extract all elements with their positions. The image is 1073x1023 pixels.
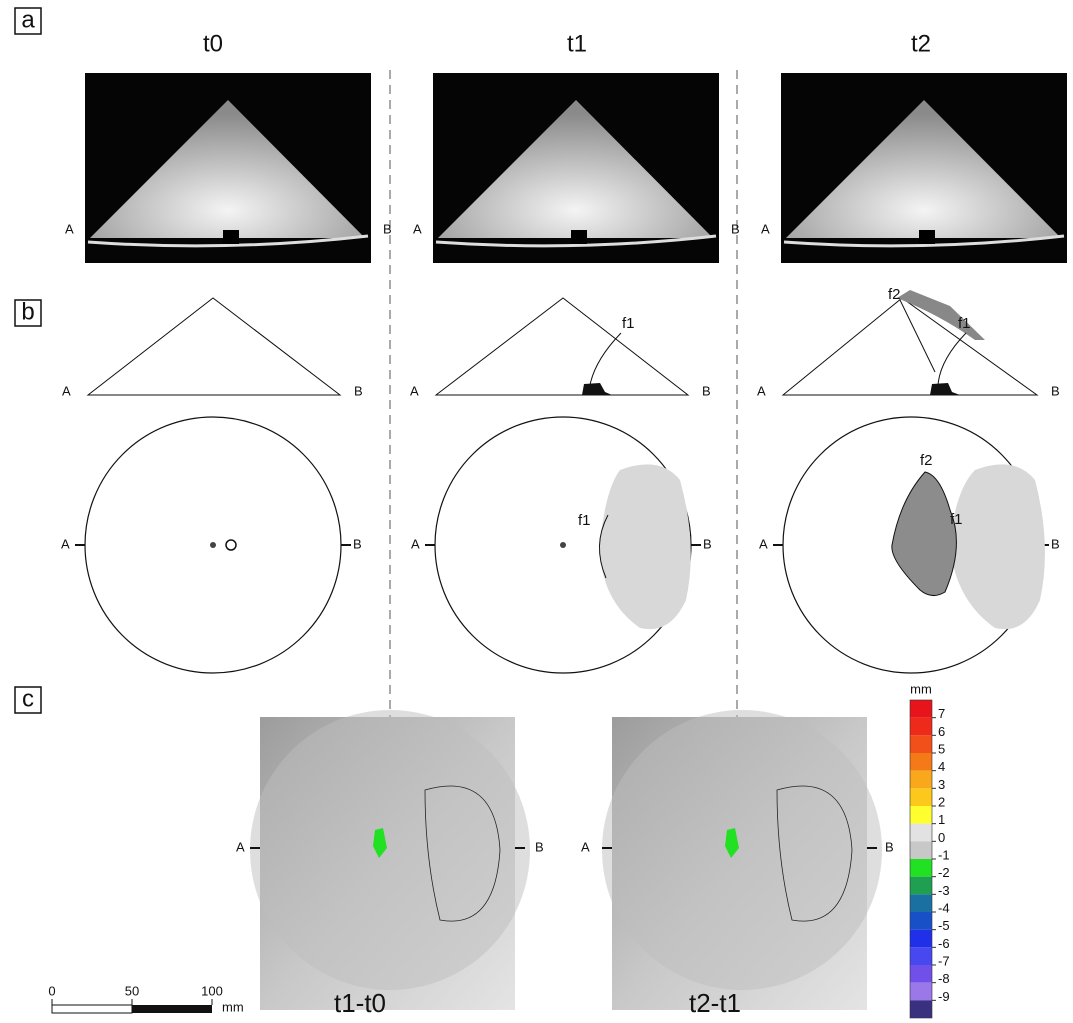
colorbar-tick-label: 1 (938, 812, 945, 827)
section-end: A (757, 383, 766, 398)
fault-label: f2 (920, 452, 933, 469)
colorbar-segment (910, 859, 932, 877)
scale-label: 50 (125, 983, 139, 998)
colorbar-segment (910, 735, 932, 753)
fault-label: f1 (950, 511, 963, 528)
photo-block (919, 230, 935, 244)
colorbar-tick-label: -7 (938, 953, 950, 968)
fault-label: f1 (958, 315, 971, 332)
colorbar-segment (910, 930, 932, 948)
section-end: B (383, 221, 392, 236)
colorbar-tick-label: -3 (938, 883, 950, 898)
section-end: B (703, 536, 712, 551)
panel-label: c (22, 685, 34, 712)
colorbar-segment (910, 771, 932, 789)
column-title: t2 (911, 30, 931, 57)
colorbar-tick-label: -1 (938, 847, 950, 862)
colorbar-tick-label: -6 (938, 936, 950, 951)
panel-label: a (21, 6, 35, 33)
section-end: B (885, 839, 894, 854)
fault-label: f1 (578, 512, 591, 529)
section-end: B (702, 383, 711, 398)
section-end: A (761, 221, 770, 236)
scale-unit: mm (222, 999, 244, 1014)
cross-section (436, 298, 688, 395)
column-title: t1 (567, 30, 587, 57)
colorbar-tick-label: 6 (938, 724, 945, 739)
section-end: B (731, 221, 740, 236)
scale-label: 100 (201, 983, 223, 998)
colorbar-tick-label: 5 (938, 741, 945, 756)
section-end: A (65, 221, 74, 236)
colorbar-tick-label: -9 (938, 989, 950, 1004)
scale-bar-light (52, 1005, 132, 1013)
colorbar-segment (910, 965, 932, 983)
fault-label: f1 (622, 315, 635, 332)
photo-block (223, 230, 239, 244)
difference-label: t1-t0 (334, 988, 386, 1018)
section-end: B (1051, 536, 1060, 551)
colorbar-segment (910, 700, 932, 718)
cross-section (783, 298, 1037, 395)
colorbar-tick-label: 2 (938, 794, 945, 809)
section-end: A (62, 383, 71, 398)
section-end: A (236, 839, 245, 854)
colorbar-tick-label: 0 (938, 830, 945, 845)
section-end: A (410, 383, 419, 398)
colorbar-segment (910, 824, 932, 842)
figure: a b c t0 A B A B A Bt1 A B A B A Bt2 A B A B A Bf1 f1 f2 f1 f2 f1 A… (0, 0, 1073, 1023)
panel-label: b (21, 298, 34, 325)
colorbar-tick-label: -8 (938, 971, 950, 986)
colorbar-tick-label: -5 (938, 918, 950, 933)
colorbar-segment (910, 894, 932, 912)
column-title: t0 (203, 30, 223, 57)
colorbar-unit: mm (910, 681, 932, 696)
scale-label: 0 (48, 983, 55, 998)
section-end: A (411, 536, 420, 551)
colorbar-tick-label: -2 (938, 865, 950, 880)
section-end: B (535, 839, 544, 854)
colorbar-segment (910, 912, 932, 930)
dem-pile (250, 710, 530, 990)
colorbar-segment (910, 788, 932, 806)
colorbar-tick-label: -4 (938, 900, 950, 915)
colorbar-segment (910, 841, 932, 859)
scale-bar-dark (132, 1005, 212, 1013)
colorbar-tick-label: 3 (938, 777, 945, 792)
colorbar-tick-label: 7 (938, 706, 945, 721)
section-end: A (581, 839, 590, 854)
colorbar-segment (910, 718, 932, 736)
colorbar-segment (910, 806, 932, 824)
apex-dot (560, 542, 566, 548)
section-end: B (1051, 383, 1060, 398)
section-end: A (61, 536, 70, 551)
fault-label: f2 (888, 286, 901, 303)
photo-block (571, 230, 587, 244)
colorbar-segment (910, 753, 932, 771)
section-end: B (353, 536, 362, 551)
section-end: B (354, 383, 363, 398)
cross-section (88, 298, 340, 395)
difference-label: t2-t1 (689, 988, 741, 1018)
colorbar-segment (910, 983, 932, 1001)
dem-pile (602, 710, 882, 990)
colorbar-segment (910, 1000, 932, 1018)
section-end: A (759, 536, 768, 551)
section-end: A (413, 221, 422, 236)
colorbar-segment (910, 947, 932, 965)
colorbar-segment (910, 877, 932, 895)
apex-dot (210, 542, 216, 548)
colorbar-tick-label: 4 (938, 759, 945, 774)
